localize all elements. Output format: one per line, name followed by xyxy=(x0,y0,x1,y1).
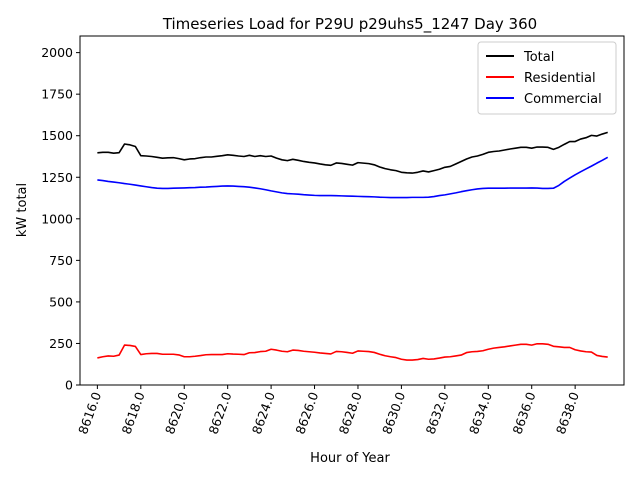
series-line-commercial xyxy=(97,156,609,199)
x-tick-label: 8628.0 xyxy=(336,390,365,436)
y-tick-label: 1500 xyxy=(41,128,73,143)
x-axis: 8616.0 8618.0 8620.0 8622.0 8624.0 8626.0 8628… xyxy=(75,385,582,436)
y-tick-label: 1750 xyxy=(41,87,73,102)
legend-box xyxy=(477,41,617,115)
y-tick-label: 1000 xyxy=(41,211,73,226)
x-tick-label: 8624.0 xyxy=(249,390,278,436)
x-tick-label: 8636.0 xyxy=(509,390,538,436)
series-layer xyxy=(97,131,609,361)
x-tick-label: 8618.0 xyxy=(119,390,148,436)
series-line-residential xyxy=(97,342,608,361)
y-axis: 0 250 500 750 1000 1250 1500 1750 2000 xyxy=(41,45,80,393)
x-tick-label: 8634.0 xyxy=(466,390,495,436)
y-tick-label: 1250 xyxy=(41,170,73,185)
legend-label-commercial: Commercial xyxy=(524,92,602,107)
y-tick-label: 0 xyxy=(65,378,73,393)
legend: Total Residential Commercial xyxy=(477,41,617,115)
x-tick-label: 8630.0 xyxy=(379,390,408,436)
legend-label-residential: Residential xyxy=(524,71,596,86)
x-tick-label: 8632.0 xyxy=(423,390,452,436)
x-axis-label: Hour of Year xyxy=(310,451,390,466)
legend-label-total: Total xyxy=(523,50,554,65)
y-tick-label: 250 xyxy=(49,336,73,351)
x-tick-label: 8622.0 xyxy=(205,390,234,436)
chart-title: Timeseries Load for P29U p29uhs5_1247 Da… xyxy=(162,15,537,34)
x-tick-label: 8616.0 xyxy=(75,390,104,436)
x-tick-label: 8638.0 xyxy=(553,390,582,436)
series-line-total xyxy=(97,131,608,174)
plot-frame xyxy=(79,35,625,386)
y-tick-label: 500 xyxy=(49,294,73,309)
x-tick-label: 8620.0 xyxy=(162,390,191,436)
y-tick-label: 2000 xyxy=(41,45,73,60)
x-tick-label: 8626.0 xyxy=(292,390,321,436)
y-axis-label: kW total xyxy=(15,183,30,237)
y-tick-label: 750 xyxy=(49,253,73,268)
